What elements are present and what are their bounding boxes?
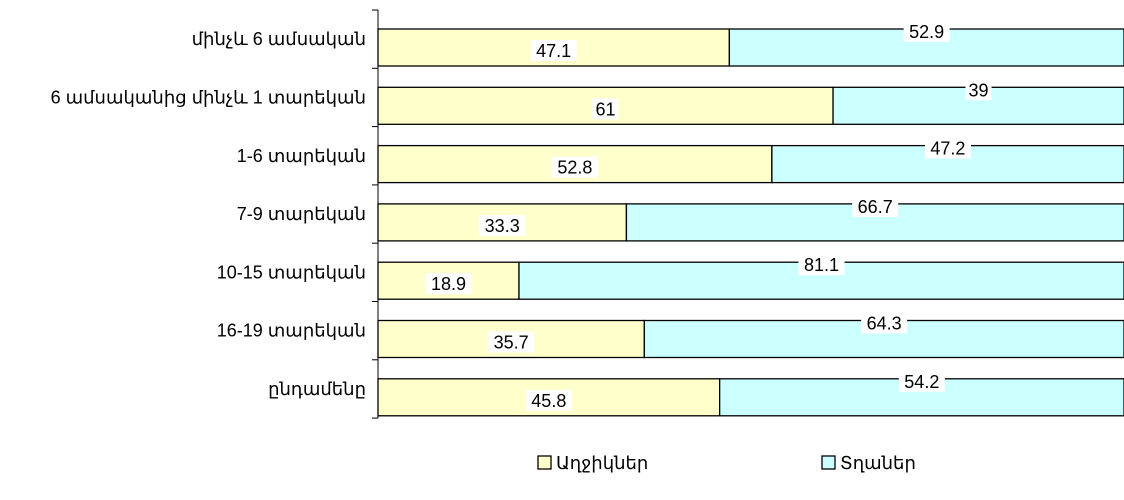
data-label-bg (425, 273, 472, 295)
data-label-bg (798, 254, 845, 276)
legend-label-girls: Աղջիկներ (556, 453, 648, 473)
data-label: 81.1 (804, 255, 839, 275)
data-label-bg (898, 370, 945, 392)
data-label: 35.7 (494, 333, 529, 353)
data-label: 33.3 (485, 216, 520, 236)
data-label-bg (924, 137, 971, 159)
category-label: 1-6 տարեկան (237, 146, 366, 166)
category-label: 16-19 տարեկան (217, 321, 366, 341)
data-label: 47.2 (930, 139, 965, 159)
category-label: 6 ամսականից մինչև 1 տարեկան (51, 87, 366, 107)
legend-swatch-boys (821, 455, 836, 470)
data-label-bg (592, 98, 619, 120)
category-label: մինչև 6 ամսական (192, 29, 366, 49)
data-label: 45.8 (531, 391, 566, 411)
data-label: 54.2 (904, 372, 939, 392)
data-label: 39 (969, 80, 989, 100)
category-label: 10-15 տարեկան (217, 262, 366, 282)
data-label-bg (488, 331, 535, 353)
data-label: 52.8 (557, 158, 592, 178)
data-label-bg (965, 79, 992, 101)
data-label: 66.7 (858, 197, 893, 217)
data-label-bg (903, 21, 950, 42)
category-label: 7-9 տարեկան (237, 204, 366, 224)
legend-label-boys: Տղաներ (840, 453, 916, 473)
data-label: 18.9 (431, 274, 466, 294)
data-label-bg (852, 195, 899, 217)
category-label: ընդամենը (268, 379, 366, 399)
data-label: 47.1 (536, 41, 571, 61)
data-label-bg (525, 389, 572, 411)
data-label-bg (479, 214, 526, 236)
data-label-bg (530, 40, 577, 61)
data-label-bg (861, 312, 908, 334)
data-label-bg (551, 156, 598, 178)
data-label: 64.3 (867, 314, 902, 334)
legend-swatch-girls (537, 455, 552, 470)
data-label: 52.9 (909, 22, 944, 42)
data-label: 61 (596, 99, 616, 119)
